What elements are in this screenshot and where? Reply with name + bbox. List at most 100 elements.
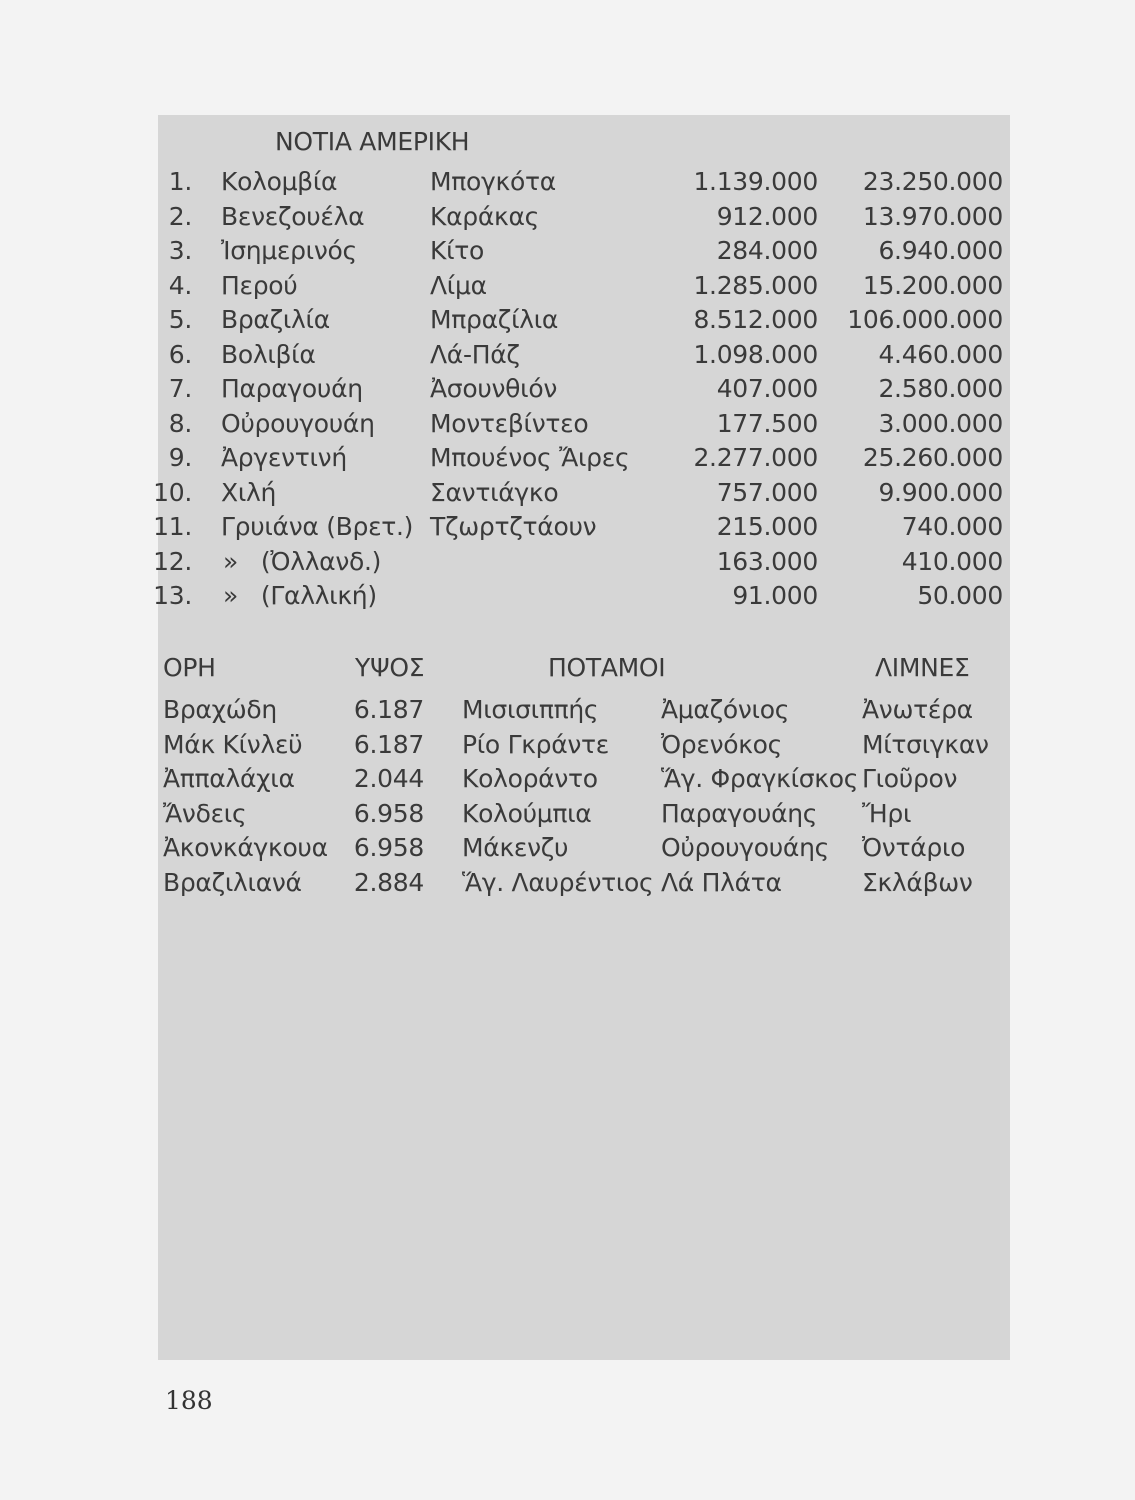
capital-name: Σαντιάγκο xyxy=(430,477,559,507)
mountain-height: 2.884 xyxy=(353,867,424,897)
mountain-height: 6.187 xyxy=(353,729,424,759)
river-name: Κολούμπια xyxy=(462,798,592,828)
population-value: 50.000 xyxy=(917,581,1003,610)
country-name: » (Γαλλική) xyxy=(223,581,377,610)
mountain-height: 6.187 xyxy=(353,695,424,724)
country-name: Παραγουάη xyxy=(221,374,363,403)
lake-name: Σκλάβων xyxy=(862,867,973,897)
capital-name: Μοντεβίντεο xyxy=(430,408,589,438)
river-name: Μισισιππής xyxy=(462,695,599,724)
lake-name: Ἤρι xyxy=(862,798,912,828)
population-value: 9.900.000 xyxy=(878,477,1003,507)
river-name: Ἅγ. Λαυρέντιος xyxy=(462,867,654,897)
population-value: 13.970.000 xyxy=(862,201,1003,231)
row-number: 5. xyxy=(168,305,193,334)
capital-name: Κίτο xyxy=(430,236,485,265)
row-number: 1. xyxy=(168,167,193,196)
area-value: 2.277.000 xyxy=(693,443,818,472)
capital-name: Λίμα xyxy=(430,270,487,300)
mountain-height: 2.044 xyxy=(353,764,424,793)
country-name: Περού xyxy=(221,270,298,300)
river-name: Ἅγ. Φραγκίσκος xyxy=(661,764,859,793)
population-value: 106.000.000 xyxy=(847,305,1003,334)
capital-name: Καράκας xyxy=(430,201,540,231)
header-height: ΥΨΟΣ xyxy=(355,653,425,682)
page-number: 188 xyxy=(165,1386,213,1415)
mountain-height: 6.958 xyxy=(353,833,424,862)
country-name: Γρυιάνα (Βρετ.) xyxy=(221,512,414,541)
row-number: 13. xyxy=(153,581,192,610)
mountain-name: Βραχώδη xyxy=(163,695,277,724)
mountain-name: Ἄνδεις xyxy=(163,798,247,828)
capital-name: Ἀσουνθιόν xyxy=(430,374,557,403)
capital-name: Μπουένος Ἄιρες xyxy=(430,443,630,472)
population-value: 23.250.000 xyxy=(862,167,1003,196)
country-name: Ἰσημερινός xyxy=(221,236,357,265)
population-value: 740.000 xyxy=(901,512,1004,541)
mountain-name: Ἀππαλάχια xyxy=(163,764,295,793)
area-value: 163.000 xyxy=(716,546,819,576)
area-value: 215.000 xyxy=(716,512,819,541)
population-value: 25.260.000 xyxy=(862,443,1003,472)
section-title: ΝΟΤΙΑ ΑΜΕΡΙΚΗ xyxy=(275,127,470,156)
population-value: 410.000 xyxy=(901,546,1004,576)
area-value: 91.000 xyxy=(732,581,818,610)
country-name: Βραζιλία xyxy=(221,305,330,334)
population-value: 3.000.000 xyxy=(878,408,1003,438)
header-rivers: ΠΟΤΑΜΟΙ xyxy=(548,653,666,682)
area-value: 912.000 xyxy=(716,201,819,231)
river-name: Ρίο Γκράντε xyxy=(462,729,610,759)
area-value: 757.000 xyxy=(716,477,819,507)
population-value: 4.460.000 xyxy=(878,339,1003,369)
area-value: 1.139.000 xyxy=(693,167,818,196)
country-name: Χιλή xyxy=(221,477,277,507)
row-number: 11. xyxy=(153,512,192,541)
river-name: Μάκενζυ xyxy=(462,833,569,862)
mountain-name: Βραζιλιανά xyxy=(163,867,302,897)
capital-name: Μπογκότα xyxy=(430,167,556,196)
population-value: 2.580.000 xyxy=(878,374,1003,403)
header-mountains: ΟΡΗ xyxy=(163,653,216,682)
area-value: 177.500 xyxy=(716,408,819,438)
lake-name: Ἀνωτέρα xyxy=(862,695,973,724)
mountain-name: Μάκ Κίνλεϋ xyxy=(163,729,303,759)
country-name: Βολιβία xyxy=(221,339,316,369)
area-value: 407.000 xyxy=(716,374,819,403)
population-value: 6.940.000 xyxy=(878,236,1003,265)
area-value: 8.512.000 xyxy=(693,305,818,334)
row-number: 3. xyxy=(168,236,193,265)
header-lakes: ΛΙΜΝΕΣ xyxy=(875,653,970,682)
area-value: 1.285.000 xyxy=(693,270,818,300)
row-number: 8. xyxy=(168,408,193,438)
river-name: Κολοράντο xyxy=(462,764,598,793)
row-number: 10. xyxy=(153,477,192,507)
area-value: 284.000 xyxy=(716,236,819,265)
country-name: Οὐρουγουάη xyxy=(221,408,375,438)
river-name: Ὀρενόκος xyxy=(661,729,783,759)
river-name: Λά Πλάτα xyxy=(661,867,782,897)
country-name: » (Ὀλλανδ.) xyxy=(223,546,382,576)
lake-name: Γιοῦρον xyxy=(862,764,958,793)
lake-name: Ὀντάριο xyxy=(862,833,966,862)
row-number: 7. xyxy=(168,374,193,403)
mountain-name: Ἀκονκάγκουα xyxy=(163,833,328,862)
row-number: 6. xyxy=(168,339,193,369)
capital-name: Μπραζίλια xyxy=(430,305,559,334)
gray-panel: ΝΟΤΙΑ ΑΜΕΡΙΚΗ 1. Κολομβία Μπογκότα 1.139.00… xyxy=(153,115,1010,1360)
row-number: 12. xyxy=(153,546,192,576)
lake-name: Μίτσιγκαν xyxy=(862,729,989,759)
row-number: 4. xyxy=(168,270,193,300)
country-name: Κολομβία xyxy=(221,167,338,196)
area-value: 1.098.000 xyxy=(693,339,818,369)
capital-name: Τζωρτζτάουν xyxy=(430,512,597,541)
river-name: Παραγουάης xyxy=(661,798,818,828)
row-number: 9. xyxy=(168,443,193,472)
capital-name: Λά-Πάζ xyxy=(430,339,520,369)
mountain-height: 6.958 xyxy=(353,798,424,828)
population-value: 15.200.000 xyxy=(862,270,1003,300)
river-name: Ἀμαζόνιος xyxy=(661,695,790,724)
country-name: Βενεζουέλα xyxy=(221,201,365,231)
river-name: Οὐρουγουάης xyxy=(661,833,830,862)
row-number: 2. xyxy=(168,201,193,231)
country-name: Ἀργεντινή xyxy=(221,443,347,472)
